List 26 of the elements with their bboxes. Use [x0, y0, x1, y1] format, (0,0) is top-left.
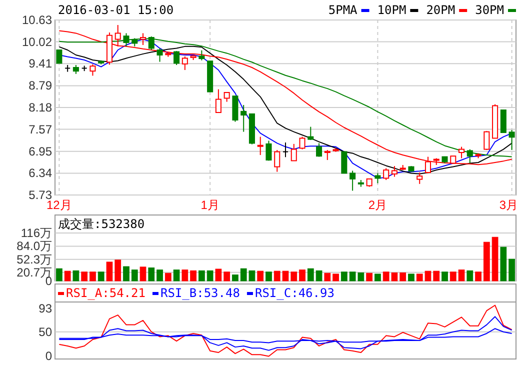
y-tick-label: 116万: [20, 226, 52, 240]
legend-label: 10PM: [377, 3, 406, 17]
y-tick-label: 10.63: [22, 13, 52, 27]
y-tick-label: 52.3万: [16, 252, 52, 266]
y-tick-label: 0: [45, 349, 52, 363]
y-tick-label: 6.95: [28, 144, 52, 158]
y-tick-label: 9.41: [28, 56, 52, 71]
y-tick-label: 8.18: [28, 100, 52, 114]
y-tick-label: 6.34: [28, 166, 52, 180]
legend-label: 5PMA: [328, 3, 358, 17]
y-tick-label: 10.02: [22, 34, 52, 49]
chart-title: 成交量:532380: [58, 217, 145, 231]
y-tick-label: 50: [38, 324, 52, 339]
legend-label: 30PM: [475, 3, 504, 17]
y-tick-label: 93: [38, 302, 52, 316]
x-tick-label: 2月: [368, 198, 388, 212]
y-tick-label: 7.57: [28, 122, 52, 136]
legend-label: RSI_B:53.48: [160, 286, 240, 300]
chart-title: 2016-03-01 15:00: [58, 3, 174, 17]
y-tick-label: 84.0万: [16, 239, 52, 254]
x-tick-label: 1月: [200, 198, 220, 212]
legend-label: 20PM: [426, 3, 456, 17]
legend-label: RSI_C:46.93: [254, 286, 334, 300]
legend-label: RSI_A:54.21: [66, 286, 146, 300]
x-tick-label: 3月: [499, 198, 518, 212]
y-tick-label: 8.79: [28, 78, 52, 93]
